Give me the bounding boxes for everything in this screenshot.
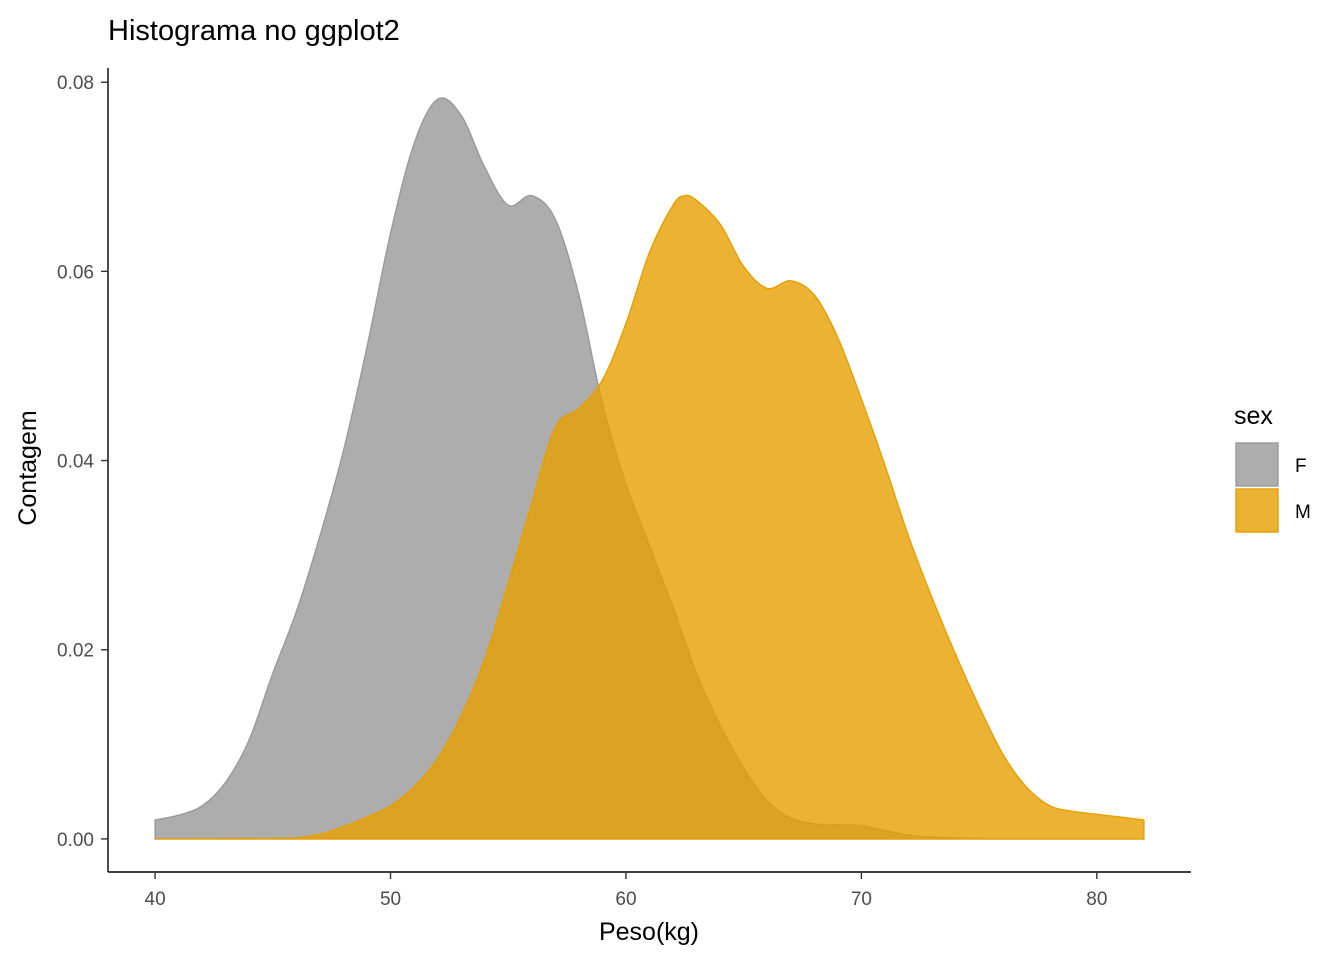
legend-title: sex <box>1234 402 1273 430</box>
x-tick-label: 60 <box>615 889 636 910</box>
density-area-m <box>155 194 1145 840</box>
legend-label-m: M <box>1295 502 1311 523</box>
legend: sex FM <box>1234 402 1311 533</box>
y-tick-label: 0.02 <box>57 641 94 662</box>
y-tick-label: 0.00 <box>57 830 94 851</box>
x-axis-title: Peso(kg) <box>599 918 699 946</box>
x-tick-label: 70 <box>851 889 872 910</box>
y-tick-label: 0.06 <box>57 262 94 283</box>
y-tick-label: 0.08 <box>57 73 94 94</box>
series-layer <box>154 97 1145 840</box>
x-tick-label: 80 <box>1086 889 1107 910</box>
legend-items: FM <box>1235 442 1311 533</box>
y-axis-ticks: 0.00 0.02 0.04 0.06 0.08 <box>57 73 108 851</box>
legend-swatch-m <box>1235 488 1279 533</box>
y-axis-title: Contagem <box>14 410 42 525</box>
x-tick-label: 40 <box>145 889 166 910</box>
legend-label-f: F <box>1295 456 1307 477</box>
chart-title: Histograma no ggplot2 <box>108 15 400 47</box>
y-tick-label: 0.04 <box>57 452 94 473</box>
x-axis-ticks: 40 50 60 70 80 <box>145 872 1107 910</box>
legend-swatch-f <box>1235 442 1279 487</box>
x-tick-label: 50 <box>380 889 401 910</box>
